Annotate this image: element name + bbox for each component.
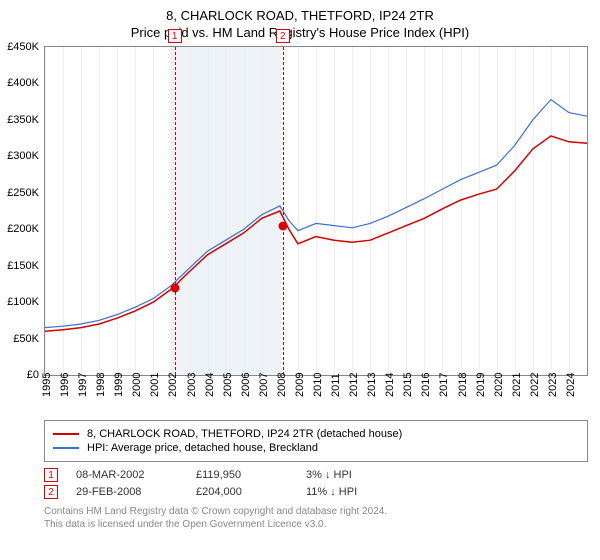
x-tick-label: 2024 <box>565 373 577 397</box>
line-series-svg <box>45 47 587 375</box>
x-tick-label: 2022 <box>529 373 541 397</box>
y-tick-label: £0 <box>27 369 45 381</box>
sale-delta: 3% ↓ HPI <box>306 469 426 481</box>
legend-item: 8, CHARLOCK ROAD, THETFORD, IP24 2TR (de… <box>53 428 579 440</box>
sale-dot <box>170 283 179 292</box>
sale-marker-line <box>283 47 284 375</box>
x-tick-label: 2000 <box>131 373 143 397</box>
x-tick-label: 2005 <box>222 373 234 397</box>
y-tick-label: £200K <box>7 223 45 235</box>
y-tick-label: £300K <box>7 150 45 162</box>
sales-row: 1 08-MAR-2002 £119,950 3% ↓ HPI <box>44 468 588 482</box>
x-tick-label: 2016 <box>420 373 432 397</box>
x-tick-label: 2018 <box>457 373 469 397</box>
footnote: Contains HM Land Registry data © Crown c… <box>44 505 588 531</box>
sale-dot <box>278 222 287 231</box>
sales-table: 1 08-MAR-2002 £119,950 3% ↓ HPI 2 29-FEB… <box>44 468 588 499</box>
sale-marker-flag: 2 <box>276 29 290 43</box>
x-tick-label: 2009 <box>294 373 306 397</box>
y-tick-label: £250K <box>7 187 45 199</box>
y-tick-label: £150K <box>7 260 45 272</box>
x-tick-label: 2020 <box>493 373 505 397</box>
x-tick-label: 2015 <box>402 373 414 397</box>
y-tick-label: £350K <box>7 114 45 126</box>
x-tick-label: 2019 <box>475 373 487 397</box>
x-tick-label: 2006 <box>240 373 252 397</box>
x-tick-label: 2010 <box>312 373 324 397</box>
series-line <box>45 136 587 331</box>
sale-price: £119,950 <box>196 469 306 481</box>
x-tick-label: 2008 <box>276 373 288 397</box>
title-line-1: 8, CHARLOCK ROAD, THETFORD, IP24 2TR <box>0 0 600 23</box>
sale-date: 29-FEB-2008 <box>76 486 196 498</box>
x-tick-label: 2011 <box>330 373 342 397</box>
x-tick-label: 2002 <box>167 373 179 397</box>
title-line-2: Price paid vs. HM Land Registry's House … <box>0 23 600 46</box>
x-tick-label: 2004 <box>204 373 216 397</box>
x-tick-label: 2003 <box>186 373 198 397</box>
chart-area: 1995199619971998199920002001200220032004… <box>44 46 588 406</box>
y-tick-label: £450K <box>7 41 45 53</box>
sale-marker-box: 2 <box>44 485 58 499</box>
x-tick-label: 2023 <box>547 373 559 397</box>
x-tick-label: 2014 <box>384 373 396 397</box>
legend-label: 8, CHARLOCK ROAD, THETFORD, IP24 2TR (de… <box>87 428 402 440</box>
x-tick-label: 2013 <box>366 373 378 397</box>
x-tick-label: 2021 <box>511 373 523 397</box>
sale-marker-line <box>175 47 176 375</box>
plot-area: 1995199619971998199920002001200220032004… <box>44 46 588 376</box>
footnote-line: Contains HM Land Registry data © Crown c… <box>44 505 588 518</box>
x-tick-label: 2007 <box>258 373 270 397</box>
sale-date: 08-MAR-2002 <box>76 469 196 481</box>
x-tick-label: 1999 <box>113 373 125 397</box>
sale-price: £204,000 <box>196 486 306 498</box>
sale-delta: 11% ↓ HPI <box>306 486 426 498</box>
legend-swatch <box>53 447 79 449</box>
sale-marker-box: 1 <box>44 468 58 482</box>
y-tick-label: £100K <box>7 296 45 308</box>
x-tick-label: 2012 <box>348 373 360 397</box>
legend-label: HPI: Average price, detached house, Brec… <box>87 442 318 454</box>
footnote-line: This data is licensed under the Open Gov… <box>44 518 588 531</box>
y-tick-label: £400K <box>7 77 45 89</box>
x-tick-label: 1998 <box>95 373 107 397</box>
legend-item: HPI: Average price, detached house, Brec… <box>53 442 579 454</box>
legend-swatch <box>53 433 79 435</box>
series-line <box>45 100 587 328</box>
x-tick-label: 1996 <box>59 373 71 397</box>
x-tick-label: 2017 <box>438 373 450 397</box>
legend: 8, CHARLOCK ROAD, THETFORD, IP24 2TR (de… <box>44 420 588 462</box>
sales-row: 2 29-FEB-2008 £204,000 11% ↓ HPI <box>44 485 588 499</box>
x-tick-label: 2001 <box>149 373 161 397</box>
chart-container: 8, CHARLOCK ROAD, THETFORD, IP24 2TR Pri… <box>0 0 600 560</box>
y-tick-label: £50K <box>13 333 45 345</box>
sale-marker-flag: 1 <box>168 29 182 43</box>
x-tick-label: 1997 <box>77 373 89 397</box>
